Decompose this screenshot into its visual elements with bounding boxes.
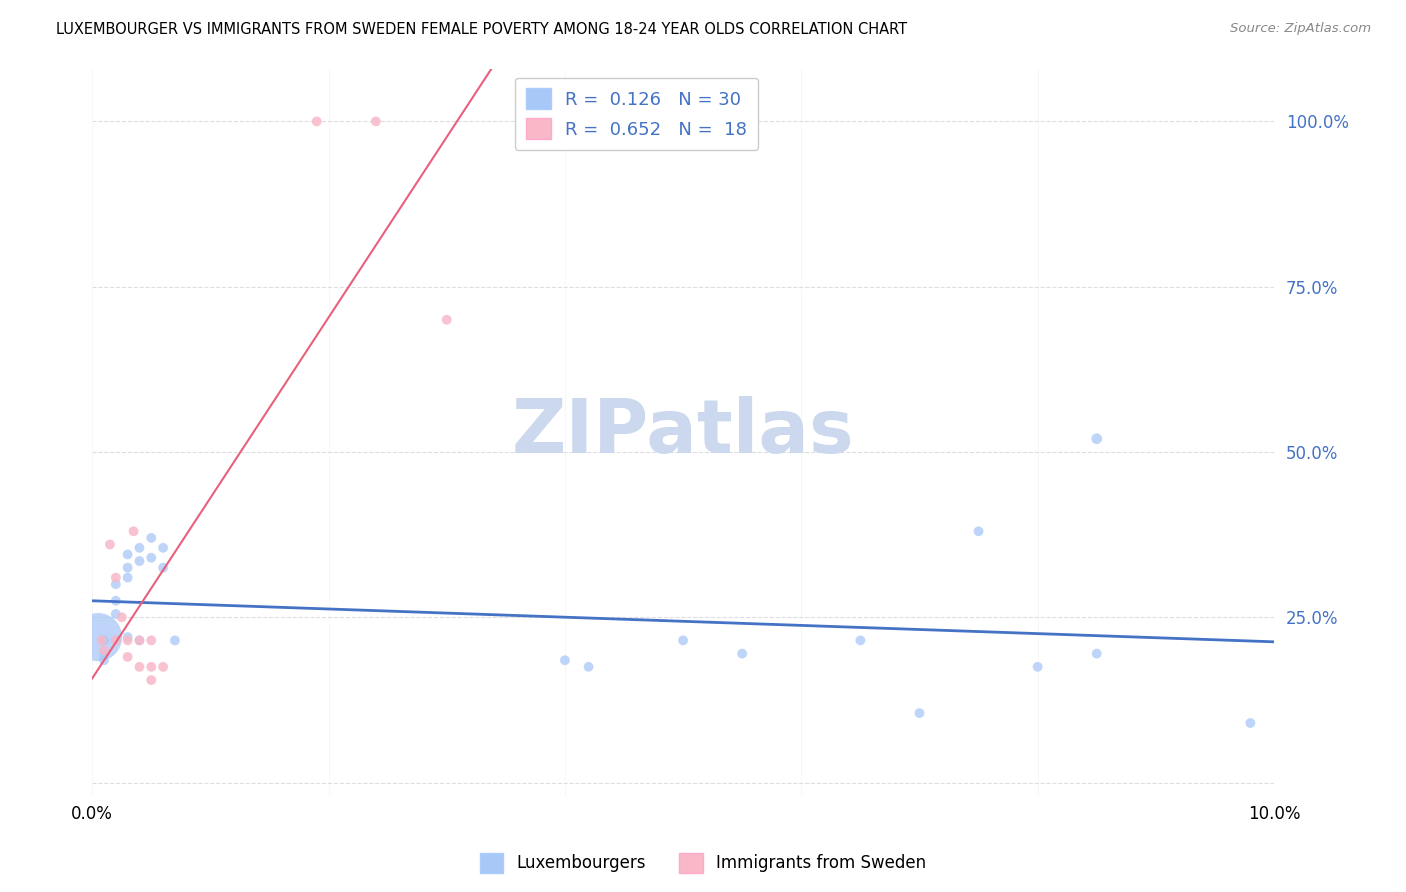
Point bbox=[122, 524, 145, 539]
Point bbox=[93, 643, 115, 657]
Point bbox=[104, 571, 127, 585]
Point bbox=[128, 541, 150, 555]
Point bbox=[141, 633, 163, 648]
Point bbox=[364, 114, 387, 128]
Point bbox=[1085, 647, 1108, 661]
Point bbox=[1085, 432, 1108, 446]
Point bbox=[141, 673, 163, 687]
Point bbox=[1026, 660, 1049, 674]
Point bbox=[967, 524, 990, 539]
Point bbox=[128, 633, 150, 648]
Point bbox=[104, 593, 127, 607]
Point bbox=[141, 531, 163, 545]
Text: ZIPatlas: ZIPatlas bbox=[512, 396, 855, 468]
Point bbox=[117, 560, 139, 574]
Point bbox=[104, 577, 127, 591]
Point bbox=[117, 649, 139, 664]
Text: LUXEMBOURGER VS IMMIGRANTS FROM SWEDEN FEMALE POVERTY AMONG 18-24 YEAR OLDS CORR: LUXEMBOURGER VS IMMIGRANTS FROM SWEDEN F… bbox=[56, 22, 907, 37]
Point bbox=[163, 633, 186, 648]
Point bbox=[117, 548, 139, 562]
Legend: R =  0.126   N = 30, R =  0.652   N =  18: R = 0.126 N = 30, R = 0.652 N = 18 bbox=[515, 78, 758, 150]
Point bbox=[672, 633, 695, 648]
Point bbox=[98, 537, 121, 551]
Point bbox=[305, 114, 328, 128]
Point bbox=[128, 554, 150, 568]
Point bbox=[93, 647, 115, 661]
Point bbox=[93, 653, 115, 667]
Point bbox=[104, 607, 127, 621]
Point bbox=[731, 647, 754, 661]
Point bbox=[152, 660, 174, 674]
Point bbox=[908, 706, 931, 720]
Point bbox=[578, 660, 600, 674]
Point bbox=[152, 560, 174, 574]
Point bbox=[117, 633, 139, 648]
Point bbox=[90, 633, 112, 648]
Point bbox=[141, 550, 163, 565]
Point bbox=[1239, 716, 1261, 731]
Point bbox=[104, 633, 127, 648]
Point bbox=[141, 660, 163, 674]
Point bbox=[436, 312, 458, 326]
Point bbox=[104, 633, 127, 648]
Point bbox=[849, 633, 872, 648]
Point bbox=[87, 630, 110, 644]
Point bbox=[128, 660, 150, 674]
Legend: Luxembourgers, Immigrants from Sweden: Luxembourgers, Immigrants from Sweden bbox=[474, 847, 932, 880]
Point bbox=[93, 633, 115, 648]
Point bbox=[117, 630, 139, 644]
Point bbox=[152, 541, 174, 555]
Point bbox=[554, 653, 576, 667]
Point bbox=[111, 610, 134, 624]
Point bbox=[128, 633, 150, 648]
Text: Source: ZipAtlas.com: Source: ZipAtlas.com bbox=[1230, 22, 1371, 36]
Point bbox=[117, 571, 139, 585]
